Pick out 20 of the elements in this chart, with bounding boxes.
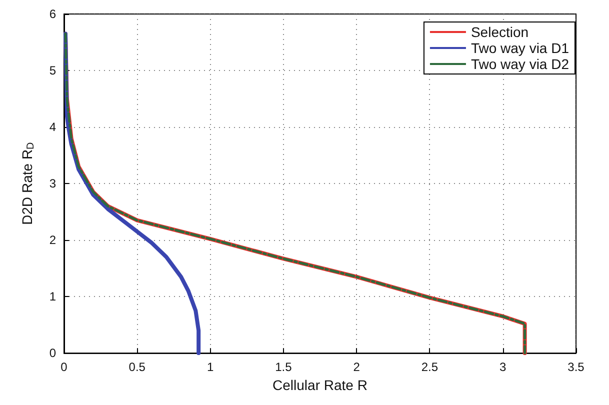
x-tick-label: 2 <box>353 360 360 374</box>
y-tick-label: 6 <box>49 7 56 21</box>
legend-label: Two way via D2 <box>470 56 570 72</box>
y-tick-label: 5 <box>49 64 56 78</box>
legend-label: Selection <box>470 24 529 40</box>
x-tick-label: 0 <box>60 360 68 374</box>
x-tick-label: 1.5 <box>275 360 292 374</box>
x-tick-label: 3.5 <box>568 360 585 374</box>
y-tick-label: 0 <box>49 346 56 360</box>
x-axis-title: Cellular Rate R <box>272 377 368 393</box>
legend-label: Two way via D1 <box>470 40 570 56</box>
y-tick-label: 3 <box>49 176 56 191</box>
x-tick-label: 3 <box>500 360 507 374</box>
y-tick-label: 2 <box>49 233 56 248</box>
x-tick-label: 0.5 <box>128 360 146 374</box>
y-tick-label: 1 <box>49 290 56 304</box>
x-tick-label: 1 <box>206 360 214 374</box>
y-axis-title: D2D Rate RD <box>19 142 36 225</box>
x-tick-label: 2.5 <box>421 360 438 374</box>
y-tick-label: 4 <box>49 120 56 134</box>
